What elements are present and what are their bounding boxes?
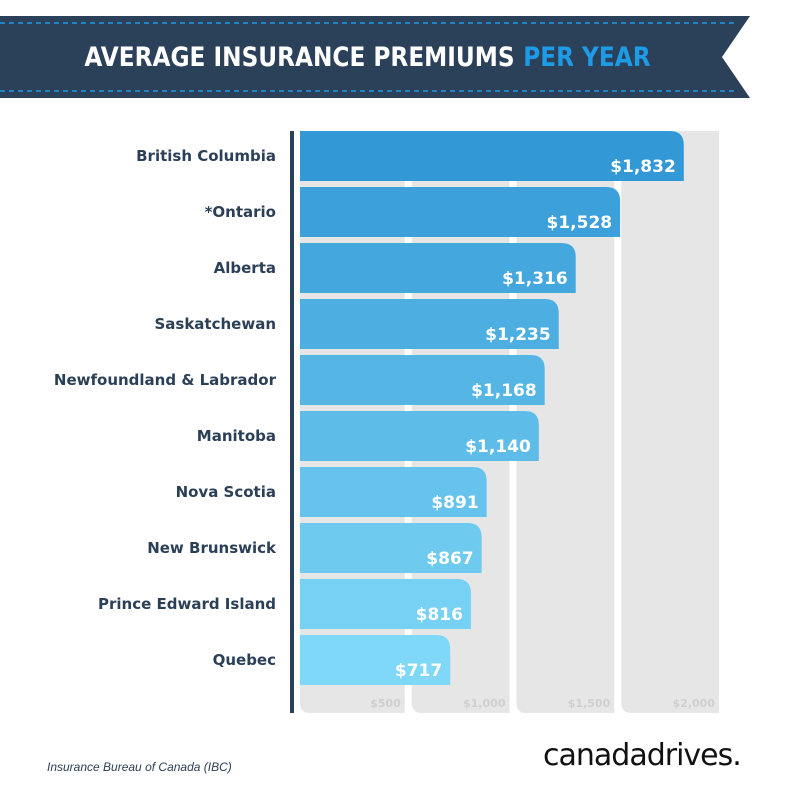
bar-value-label: $1,235 — [485, 325, 551, 345]
bar-value-label: $1,168 — [471, 381, 537, 401]
y-axis-line — [290, 131, 294, 713]
category-label: Saskatchewan — [154, 315, 276, 333]
bar — [300, 299, 559, 349]
bar — [300, 523, 482, 573]
bar — [300, 355, 545, 405]
bar — [300, 187, 621, 237]
bar — [300, 243, 576, 293]
category-label: British Columbia — [136, 147, 276, 165]
category-label: New Brunswick — [147, 539, 277, 557]
bar-value-label: $1,316 — [502, 269, 568, 289]
title-main: AVERAGE INSURANCE PREMIUMS — [84, 41, 515, 73]
title-banner — [0, 16, 750, 98]
bar — [300, 467, 487, 517]
bar — [300, 131, 684, 181]
category-label: Nova Scotia — [176, 483, 276, 501]
x-tick-label: $2,000 — [673, 697, 716, 710]
category-label: Prince Edward Island — [98, 595, 276, 613]
grid-column — [621, 131, 719, 713]
chart-title: AVERAGE INSURANCE PREMIUMS PER YEAR — [51, 16, 683, 98]
category-label: Manitoba — [197, 427, 276, 445]
bar-value-label: $717 — [395, 661, 442, 681]
bar-value-label: $891 — [431, 493, 478, 513]
bar-value-label: $1,140 — [465, 437, 531, 457]
bar — [300, 411, 539, 461]
bar — [300, 635, 451, 685]
canadadrives-logo: canadadrives. — [543, 738, 742, 773]
bar-value-label: $816 — [416, 605, 463, 625]
bar-value-label: $1,832 — [610, 157, 676, 177]
category-label: Alberta — [214, 259, 276, 277]
title-highlight: PER YEAR — [523, 41, 651, 73]
category-label: *Ontario — [205, 203, 276, 221]
x-tick-label: $1,500 — [568, 697, 611, 710]
source-note: Insurance Bureau of Canada (IBC) — [47, 760, 232, 774]
category-label: Quebec — [213, 651, 276, 669]
x-tick-label: $500 — [370, 697, 401, 710]
bar-value-label: $1,528 — [547, 213, 613, 233]
category-label: Newfoundland & Labrador — [54, 371, 277, 389]
bar-value-label: $867 — [426, 549, 473, 569]
x-tick-label: $1,000 — [463, 697, 506, 710]
bar — [300, 579, 471, 629]
